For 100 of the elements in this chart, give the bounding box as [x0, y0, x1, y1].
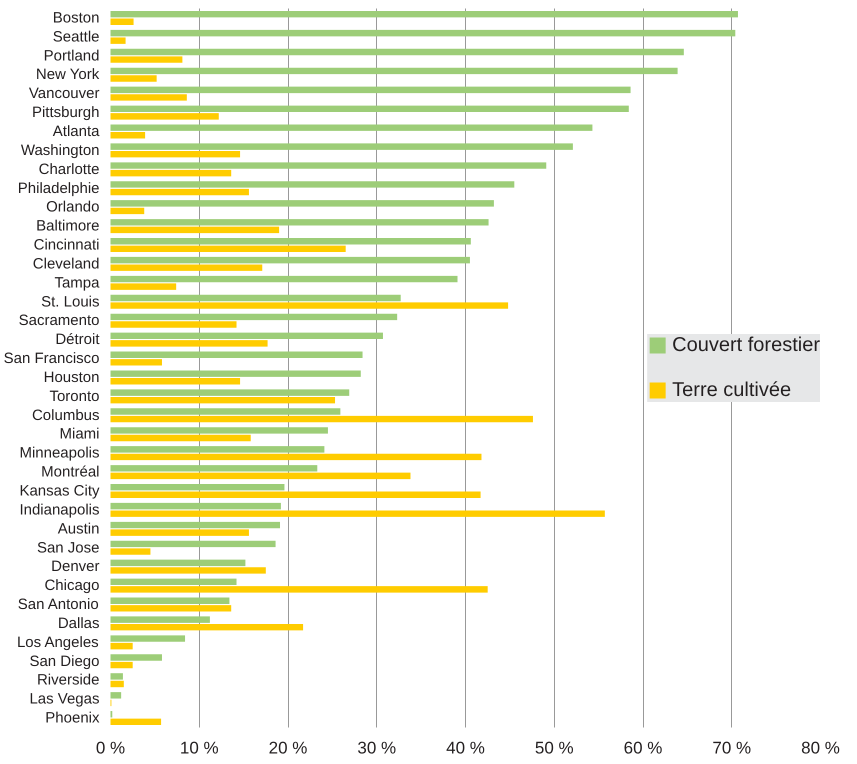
y-tick-label: Cleveland — [32, 255, 100, 272]
bar — [110, 662, 133, 668]
bar — [110, 692, 122, 699]
y-tick-label: Philadelphie — [18, 180, 100, 197]
bar — [110, 378, 240, 384]
x-tick-label: 20 % — [268, 738, 308, 758]
y-tick-label: San Antonio — [18, 596, 99, 614]
bar — [110, 624, 304, 630]
bar — [110, 150, 240, 158]
bar — [110, 540, 276, 548]
bar — [110, 492, 481, 498]
y-tick-label: Orlando — [46, 198, 100, 216]
y-tick-label: Tampa — [54, 274, 100, 292]
bar — [110, 238, 471, 244]
bar — [110, 10, 738, 18]
bar — [110, 246, 346, 252]
y-tick-label: Los Angeles — [16, 634, 99, 651]
y-tick-label: Montréal — [41, 464, 100, 481]
bar — [110, 283, 176, 290]
bar — [110, 396, 336, 404]
bar — [110, 454, 482, 460]
y-tick-label: Chicago — [44, 577, 100, 594]
bar — [110, 86, 631, 94]
bar — [110, 332, 383, 340]
bar — [110, 465, 318, 472]
legend-label: Terre cultivée — [672, 378, 792, 402]
bar — [110, 472, 410, 480]
y-tick-label: Atlanta — [52, 122, 100, 140]
bar — [110, 256, 470, 264]
bar — [110, 94, 187, 101]
bar — [110, 264, 262, 271]
bar — [110, 434, 251, 442]
y-tick-label: Phoenix — [45, 710, 100, 727]
y-tick-label: Miami — [60, 426, 100, 443]
bar — [110, 718, 162, 726]
bar — [110, 605, 232, 612]
x-tick-label: 30 % — [357, 738, 396, 758]
y-tick-label: Charlotte — [38, 160, 100, 178]
bar — [110, 502, 281, 510]
x-tick-label: 70 % — [712, 738, 752, 758]
y-tick-label: Sacramento — [18, 312, 100, 330]
bar — [110, 56, 182, 63]
y-tick-label: San Francisco — [4, 350, 100, 368]
bar — [110, 340, 268, 347]
y-tick-label: Indianapolis — [19, 501, 100, 518]
bar — [110, 294, 401, 302]
bar — [110, 226, 280, 234]
bar — [110, 529, 249, 536]
y-tick-label: Boston — [52, 9, 100, 26]
bar — [110, 181, 514, 188]
y-tick-label: Austin — [58, 520, 100, 538]
x-tick-label: 80 % — [801, 738, 840, 758]
bar — [110, 359, 162, 366]
bar — [110, 635, 186, 642]
y-tick-label: Las Vegas — [29, 690, 100, 708]
bar — [110, 680, 124, 688]
bar — [110, 446, 324, 453]
bar — [110, 642, 133, 650]
bar — [110, 188, 249, 196]
y-tick-label: Minneapolis — [19, 444, 100, 462]
x-tick-label: 50 % — [534, 738, 574, 758]
bar — [110, 143, 573, 150]
bar — [110, 68, 678, 74]
y-tick-label: Pittsburgh — [32, 104, 100, 122]
bar — [110, 427, 328, 434]
bar — [110, 389, 350, 396]
bar — [110, 586, 488, 593]
y-tick-label: New York — [36, 66, 100, 84]
y-tick-label: Washington — [20, 142, 100, 159]
bar — [110, 208, 144, 214]
bar — [110, 170, 232, 176]
y-tick-label: Denver — [51, 558, 100, 576]
bar — [110, 132, 146, 138]
y-tick-label: Baltimore — [36, 218, 100, 235]
bar — [110, 408, 340, 415]
y-tick-label: Columbus — [32, 406, 100, 424]
bar — [110, 18, 134, 25]
bar — [110, 219, 489, 226]
bar — [110, 522, 280, 528]
bar — [110, 30, 736, 36]
bar — [110, 200, 494, 207]
y-tick-label: Houston — [44, 368, 100, 386]
x-tick-label: 0 % — [96, 738, 126, 758]
bar — [110, 567, 266, 574]
bar — [110, 370, 361, 377]
y-tick-label: Vancouver — [28, 85, 100, 102]
bar — [110, 106, 629, 112]
bar — [110, 510, 605, 517]
bar — [110, 314, 398, 320]
y-tick-label: Kansas City — [19, 482, 100, 500]
y-tick-label: San Diego — [29, 652, 100, 670]
bar — [110, 654, 162, 661]
bar — [110, 560, 246, 566]
y-tick-label: Détroit — [55, 331, 100, 348]
y-tick-label: Riverside — [36, 672, 100, 689]
bar — [110, 673, 123, 680]
x-tick-label: 10 % — [180, 738, 219, 758]
bar — [110, 276, 458, 282]
legend-label: Couvert forestier — [672, 334, 820, 356]
bar — [110, 548, 150, 555]
